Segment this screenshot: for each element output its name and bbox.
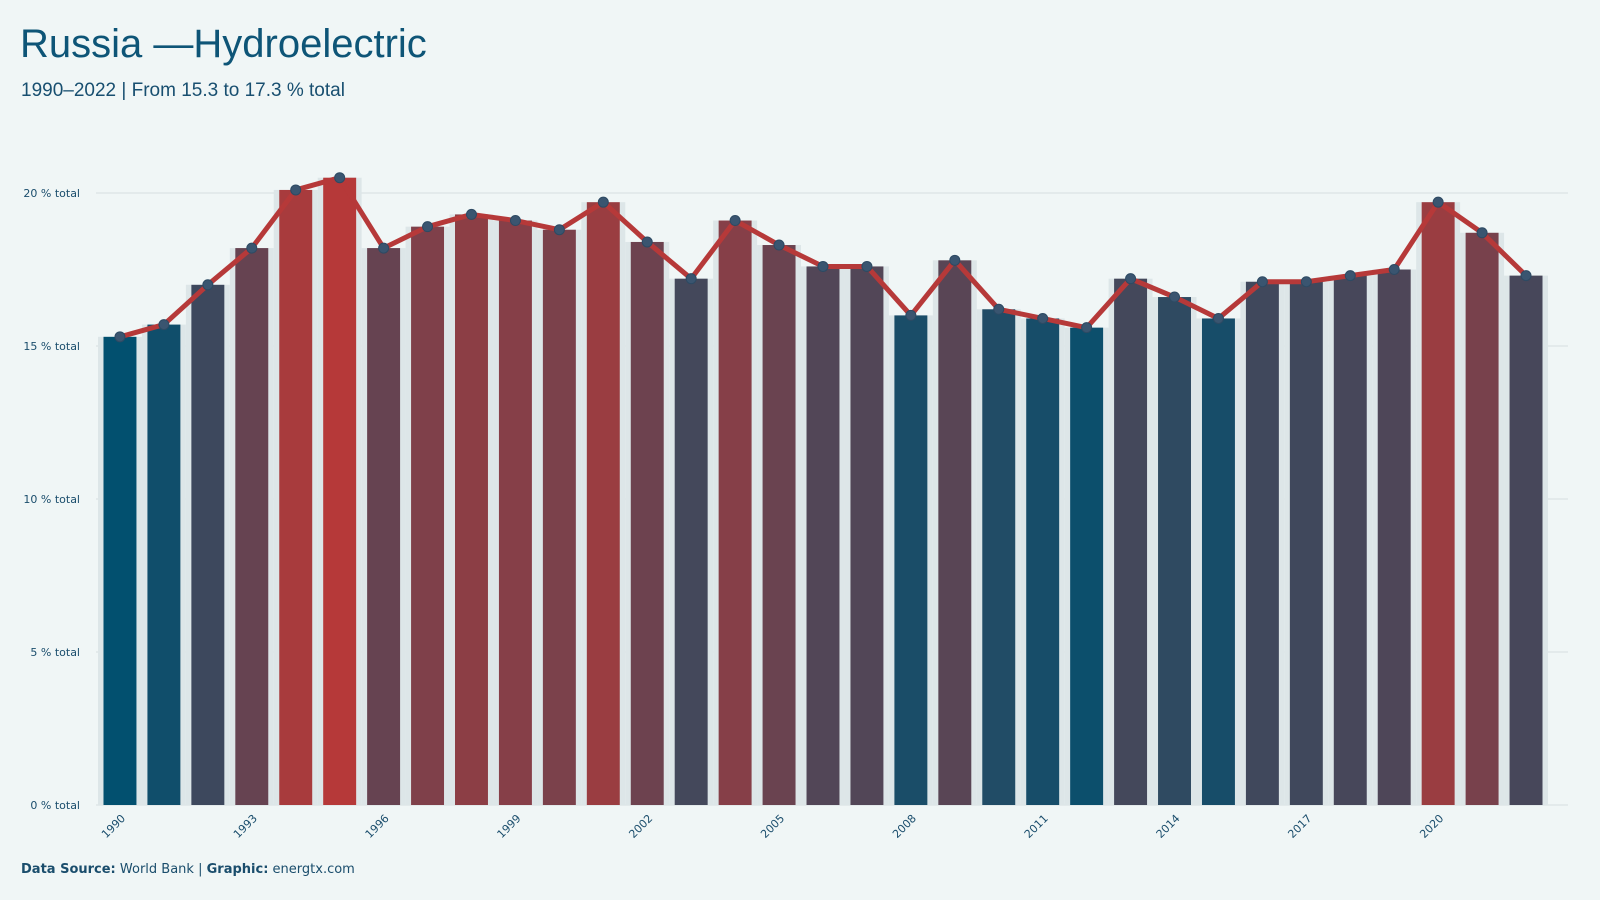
y-tick-label: 10 % total <box>23 493 80 506</box>
x-tick-label: 2014 <box>1154 812 1183 841</box>
data-point <box>114 331 126 343</box>
x-tick-label: 2008 <box>890 812 919 841</box>
data-point <box>1037 312 1049 324</box>
data-point <box>949 254 961 266</box>
data-point <box>465 208 477 220</box>
chart-subtitle: 1990–2022 | From 15.3 to 17.3 % total <box>21 80 345 101</box>
x-tick-label: 1996 <box>363 812 392 841</box>
data-point <box>1520 270 1532 282</box>
bar <box>1333 275 1367 805</box>
bar <box>718 220 752 806</box>
data-point <box>773 239 785 251</box>
x-tick-label: 2017 <box>1285 812 1314 841</box>
data-point <box>1169 291 1181 303</box>
data-point <box>158 319 170 331</box>
bar <box>982 309 1016 805</box>
y-tick-label: 15 % total <box>23 340 80 353</box>
y-tick-label: 0 % total <box>30 799 80 812</box>
bar <box>1201 318 1235 805</box>
data-point <box>817 260 829 272</box>
caption-separator: | <box>198 862 203 877</box>
bar <box>1377 269 1411 805</box>
data-point <box>641 236 653 248</box>
bar <box>850 266 884 805</box>
bar <box>103 336 137 805</box>
x-tick-label: 2002 <box>626 812 655 841</box>
bar <box>411 226 445 805</box>
bar <box>674 278 708 805</box>
data-point <box>685 273 697 285</box>
data-point <box>553 224 565 236</box>
x-tick-label: 1990 <box>99 812 128 841</box>
bar <box>1465 232 1499 805</box>
x-tick-label: 2020 <box>1417 812 1446 841</box>
bar <box>630 241 664 805</box>
data-point <box>334 172 346 184</box>
x-tick-label: 2005 <box>758 812 787 841</box>
data-point <box>1125 273 1137 285</box>
bar <box>455 214 488 806</box>
bar <box>1114 278 1148 805</box>
bar <box>1509 275 1543 805</box>
bar <box>1289 281 1323 805</box>
data-point <box>993 303 1005 315</box>
data-point <box>246 242 258 254</box>
data-point <box>1432 196 1444 208</box>
source-label: Data Source: <box>21 862 116 877</box>
caption: Data Source: World Bank | Graphic: energ… <box>21 862 355 877</box>
bar <box>367 248 401 805</box>
bar <box>147 324 181 805</box>
chart-title: Russia —Hydroelectric <box>20 22 427 66</box>
x-tick-label: 1999 <box>495 812 524 841</box>
y-tick-label: 20 % total <box>23 187 80 200</box>
data-point <box>290 184 302 196</box>
bar <box>235 248 269 805</box>
bar <box>938 260 972 805</box>
data-point <box>1256 276 1268 288</box>
data-point <box>1081 322 1093 334</box>
bar <box>1245 281 1279 805</box>
bar <box>1026 318 1060 805</box>
bar <box>279 189 313 805</box>
source-value: World Bank <box>119 862 194 877</box>
data-point <box>597 196 609 208</box>
y-tick-label: 5 % total <box>30 646 80 659</box>
bar <box>498 220 532 806</box>
data-point <box>1212 312 1224 324</box>
data-point <box>1344 270 1356 282</box>
data-point <box>729 215 741 227</box>
bar <box>894 315 928 805</box>
bar <box>1070 327 1104 805</box>
graphic-value: energtx.com <box>272 862 355 877</box>
data-point <box>1476 227 1488 239</box>
data-point <box>509 215 521 227</box>
data-point <box>861 260 873 272</box>
bar <box>762 245 796 805</box>
bar <box>586 202 620 805</box>
bar <box>1421 202 1455 805</box>
bar <box>323 177 357 805</box>
bar <box>542 229 576 806</box>
data-point <box>378 242 390 254</box>
data-point <box>422 221 434 233</box>
bar <box>1158 297 1191 805</box>
graphic-label: Graphic: <box>206 862 269 877</box>
bar <box>191 284 225 805</box>
data-point <box>1388 264 1400 275</box>
data-point <box>905 309 917 321</box>
data-point <box>1300 276 1312 288</box>
x-tick-label: 2011 <box>1022 812 1051 841</box>
data-point <box>202 279 214 291</box>
x-tick-label: 1993 <box>231 812 260 841</box>
bar <box>806 266 840 805</box>
